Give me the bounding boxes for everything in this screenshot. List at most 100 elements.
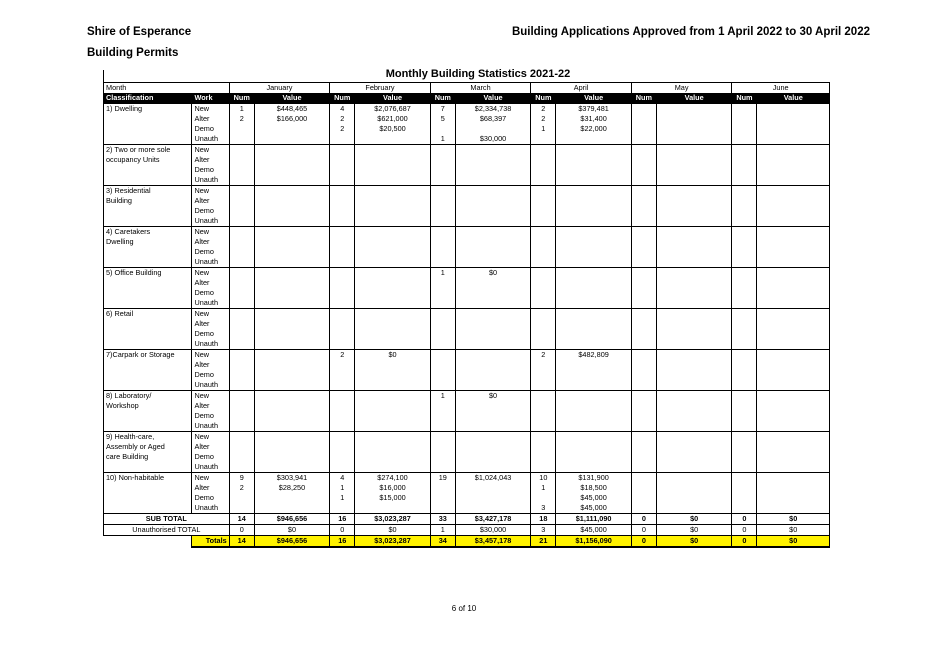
value-header: Value: [555, 93, 632, 104]
num-cell: [731, 421, 758, 432]
num-cell: [731, 503, 758, 514]
table-row: Workshop Alter: [102, 401, 830, 411]
value-cell: [354, 380, 431, 391]
value-cell: $3,023,287: [354, 513, 431, 525]
value-cell: [454, 144, 532, 155]
num-cell: [228, 257, 255, 268]
value-cell: [354, 288, 431, 298]
statistics-title: Monthly Building Statistics 2021-22: [385, 68, 571, 80]
num-cell: [530, 185, 557, 196]
num-cell: [228, 401, 255, 411]
value-cell: [454, 452, 532, 462]
value-cell: [354, 175, 431, 186]
value-cell: [354, 206, 431, 216]
work-type: New: [191, 308, 230, 319]
num-cell: [530, 421, 557, 432]
num-cell: [731, 175, 758, 186]
num-cell: [329, 503, 356, 514]
value-cell: [555, 370, 632, 380]
num-cell: [530, 257, 557, 268]
num-cell: [630, 226, 657, 237]
value-cell: $274,100: [354, 472, 431, 483]
value-cell: [454, 206, 532, 216]
value-cell: $0: [756, 535, 830, 548]
value-cell: [555, 185, 632, 196]
value-cell: [253, 288, 331, 298]
value-cell: [756, 278, 830, 288]
value-cell: [756, 349, 830, 360]
classification-name: 6) Retail: [102, 308, 193, 319]
value-cell: [555, 247, 632, 257]
work-type: Demo: [191, 452, 230, 462]
num-cell: [429, 175, 456, 186]
value-cell: [354, 360, 431, 370]
classification-name: Building: [102, 196, 193, 206]
num-cell: [329, 267, 356, 278]
month-label: Month: [103, 82, 230, 93]
num-cell: [429, 421, 456, 432]
value-cell: [454, 216, 532, 227]
value-cell: [253, 237, 331, 247]
value-cell: [555, 421, 632, 432]
num-cell: [228, 267, 255, 278]
value-cell: [555, 329, 632, 339]
value-cell: [756, 175, 830, 186]
value-cell: $15,000: [354, 493, 431, 503]
table-row: Unauth 1 $30,000: [102, 134, 830, 145]
work-type: Demo: [191, 329, 230, 339]
value-cell: [555, 442, 632, 452]
value-cell: [655, 339, 733, 350]
num-header: Num: [530, 93, 557, 104]
value-cell: [655, 103, 733, 114]
value-header: Value: [253, 93, 331, 104]
num-cell: [731, 185, 758, 196]
table-row: Alter 2 $28,250 1 $16,000 1 $18,500: [102, 483, 830, 493]
value-cell: [354, 257, 431, 268]
value-cell: $30,000: [454, 524, 532, 536]
value-cell: [756, 206, 830, 216]
value-cell: [655, 134, 733, 145]
value-cell: [253, 216, 331, 227]
classification-name: [102, 206, 193, 216]
num-cell: [630, 298, 657, 309]
classification-name: [102, 319, 193, 329]
value-cell: [454, 247, 532, 257]
value-cell: [756, 329, 830, 339]
num-cell: 7: [429, 103, 456, 114]
num-cell: [530, 155, 557, 165]
num-cell: [530, 288, 557, 298]
num-cell: [530, 216, 557, 227]
num-cell: [429, 401, 456, 411]
classification-name: [102, 134, 193, 145]
num-cell: [228, 237, 255, 247]
num-cell: [630, 349, 657, 360]
value-cell: [555, 339, 632, 350]
num-cell: [228, 216, 255, 227]
value-cell: [454, 411, 532, 421]
value-cell: [454, 308, 532, 319]
num-cell: [329, 360, 356, 370]
value-cell: [354, 247, 431, 257]
work-type: Unauth: [191, 175, 230, 186]
num-cell: [228, 329, 255, 339]
value-cell: $1,111,090: [555, 513, 632, 525]
value-cell: $2,076,687: [354, 103, 431, 114]
classification-name: 2) Two or more sole: [102, 144, 193, 155]
value-cell: [756, 431, 830, 442]
num-cell: [530, 462, 557, 473]
num-cell: [429, 237, 456, 247]
value-cell: [655, 319, 733, 329]
value-cell: $0: [454, 267, 532, 278]
value-cell: [454, 196, 532, 206]
num-cell: [731, 103, 758, 114]
num-cell: [731, 144, 758, 155]
num-cell: [530, 319, 557, 329]
value-cell: [454, 165, 532, 175]
value-cell: [354, 431, 431, 442]
num-cell: [530, 247, 557, 257]
value-cell: [756, 144, 830, 155]
num-cell: [731, 370, 758, 380]
num-cell: [228, 278, 255, 288]
value-cell: [555, 401, 632, 411]
value-cell: [655, 442, 733, 452]
